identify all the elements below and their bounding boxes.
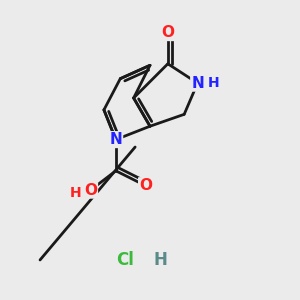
Text: H: H [154, 251, 167, 269]
Text: N: N [110, 132, 122, 147]
Text: H: H [70, 186, 82, 200]
Text: O: O [161, 25, 174, 40]
Text: O: O [84, 183, 97, 198]
Text: N: N [191, 76, 204, 91]
Text: Cl: Cl [116, 251, 134, 269]
Text: H: H [208, 76, 220, 90]
Text: O: O [139, 178, 152, 193]
